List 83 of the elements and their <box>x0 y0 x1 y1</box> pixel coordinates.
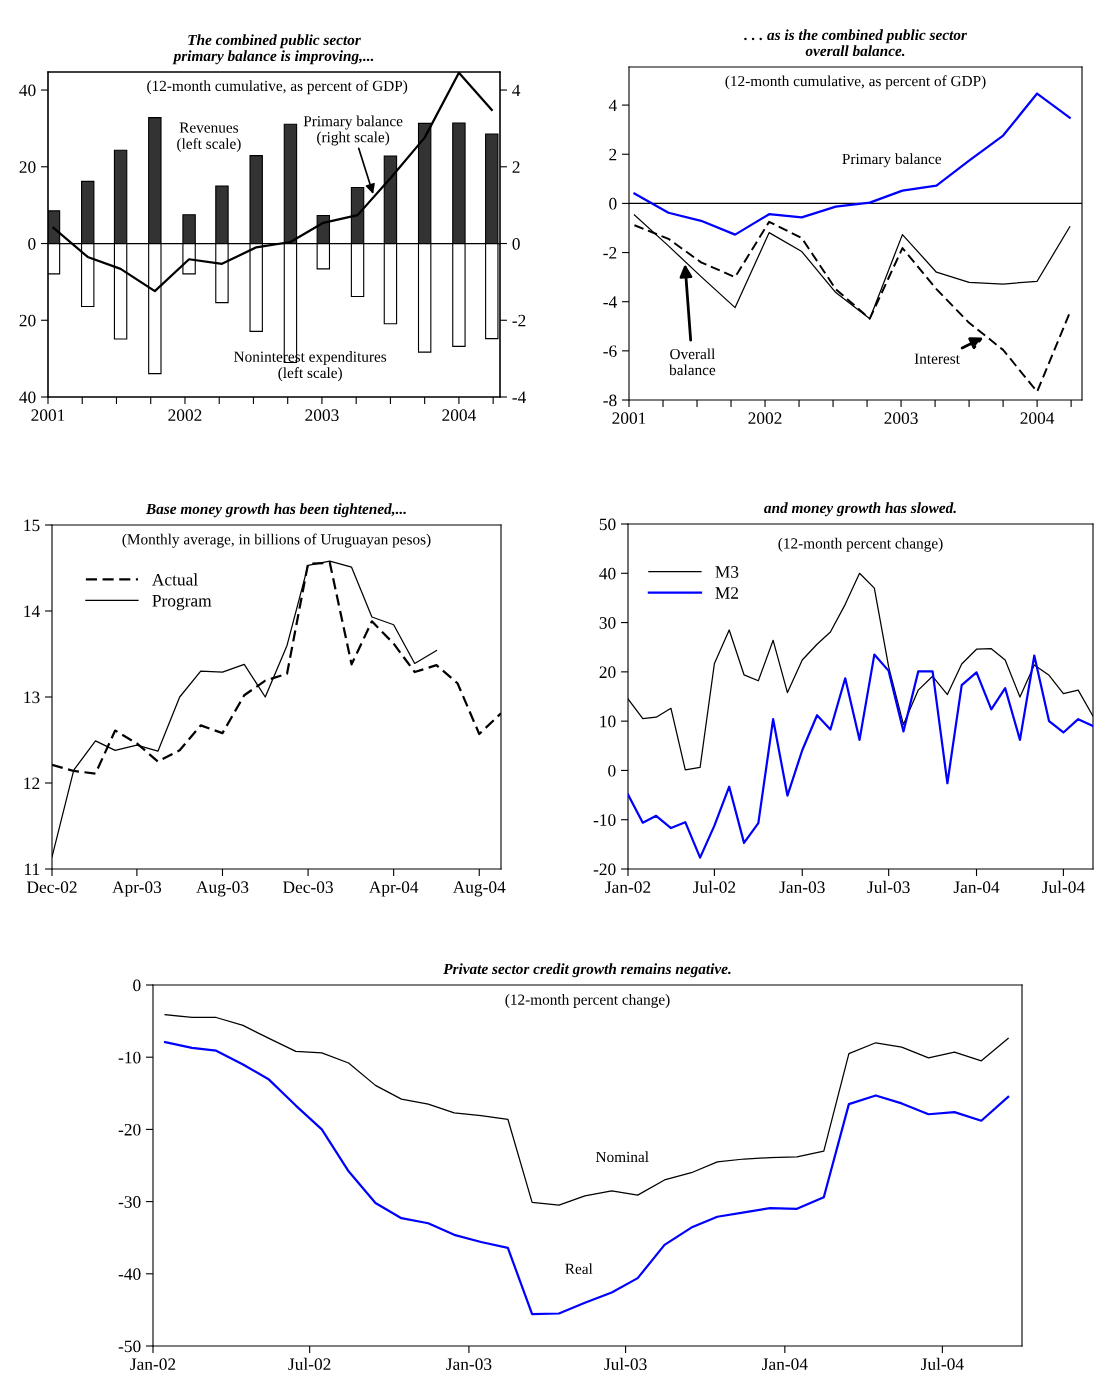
text: (Monthly average, in billions of Uruguayan pesos) <box>122 533 431 548</box>
x-tick-label: Jul-02 <box>288 1357 331 1371</box>
y-tick-label: 2 <box>609 148 617 161</box>
x-tick-label: 2001 <box>31 409 65 422</box>
x-tick-label: Jul-04 <box>921 1357 964 1371</box>
legend-label: M2 <box>715 587 739 599</box>
y-tick-label: 30 <box>599 617 616 629</box>
y-tick-label: -30 <box>118 1196 141 1208</box>
y2-tick-label: 2 <box>512 161 520 173</box>
y-tick-label: 20 <box>19 161 36 173</box>
text: Overall balance <box>669 348 716 376</box>
x-tick-label: Jan-04 <box>762 1358 808 1371</box>
y-tick-label: 40 <box>19 84 36 97</box>
x-tick-label: Jan-03 <box>779 881 825 894</box>
y-tick-label: 0 <box>133 979 141 992</box>
chart-title: and money growth has slowed. <box>764 502 956 517</box>
text: (12-month percent change) <box>778 537 943 552</box>
y2-tick-label: -2 <box>512 314 526 327</box>
y-tick-label: 15 <box>24 519 40 532</box>
x-tick-label: 2004 <box>442 409 476 422</box>
y-tick-label: -10 <box>118 1051 141 1064</box>
y-tick-label: -4 <box>603 296 617 308</box>
series-label: Real <box>565 1263 593 1275</box>
chart-title: The combined public sector primary balance is improving,... <box>172 34 374 65</box>
y-tick-label: -10 <box>593 814 616 826</box>
y2-tick-label: 4 <box>512 84 521 97</box>
y-tick-label: 13 <box>24 691 40 704</box>
y-tick-label: 20 <box>19 314 36 327</box>
series-label: Primary balance <box>842 153 942 168</box>
y-tick-label: -20 <box>593 863 616 876</box>
chart-title: Base money growth has been tightened,... <box>145 503 406 518</box>
y-tick-label: 40 <box>19 391 36 404</box>
x-tick-label: Dec-03 <box>283 881 333 894</box>
x-tick-label: Jan-03 <box>446 1358 492 1371</box>
x-tick-label: Jul-04 <box>1042 880 1085 894</box>
x-tick-label: Apr-03 <box>112 881 162 897</box>
x-tick-label: 2003 <box>884 412 918 425</box>
x-tick-label: Jul-03 <box>867 880 910 894</box>
series-label: Nominal <box>595 1151 649 1163</box>
x-tick-label: Jan-04 <box>953 881 1000 894</box>
legend-label: Actual <box>152 573 198 586</box>
x-tick-label: Aug-03 <box>196 881 249 897</box>
y-tick-label: -50 <box>118 1340 141 1353</box>
y2-tick-label: 0 <box>512 238 520 250</box>
x-tick-label: 2003 <box>305 409 339 422</box>
y-tick-label: 50 <box>599 518 616 531</box>
chart-title: . . . as is the combined public sector overall balance. <box>744 29 968 57</box>
legend-label: Interest <box>914 353 960 364</box>
y-tick-label: -40 <box>118 1268 141 1280</box>
y-tick-label: 40 <box>599 567 616 580</box>
y-tick-label: -8 <box>603 394 617 407</box>
text: (12-month percent change) <box>505 994 670 1008</box>
y-tick-label: 4 <box>608 99 617 112</box>
y-tick-label: 0 <box>608 764 616 777</box>
y-tick-label: -20 <box>118 1123 141 1136</box>
x-tick-label: Apr-04 <box>368 881 419 897</box>
x-tick-label: 2002 <box>748 412 782 425</box>
x-tick-label: Aug-04 <box>452 881 506 897</box>
y-tick-label: 0 <box>609 197 617 210</box>
y-tick-label: -6 <box>603 345 617 358</box>
x-tick-label: Jan-02 <box>130 1358 176 1371</box>
y-tick-label: 20 <box>599 666 616 679</box>
x-tick-label: Dec-02 <box>26 881 77 894</box>
x-tick-label: 2001 <box>612 412 646 425</box>
x-tick-label: Jul-03 <box>604 1357 647 1371</box>
x-tick-label: Jan-02 <box>605 881 651 894</box>
annotation: Primary balance (right scale) <box>303 115 403 146</box>
y-tick-label: 11 <box>25 863 40 876</box>
y2-tick-label: -4 <box>512 391 526 404</box>
x-tick-label: 2002 <box>168 409 202 422</box>
chart-title: Private sector credit growth remains negative. <box>443 963 731 978</box>
y-tick-label: 14 <box>24 605 40 618</box>
y-tick-label: 12 <box>24 777 40 790</box>
y-tick-label: 0 <box>28 238 36 250</box>
y-tick-label: -2 <box>603 247 617 259</box>
legend-label: M3 <box>715 566 739 578</box>
legend-label: Program <box>152 595 212 611</box>
x-tick-label: 2004 <box>1020 412 1055 425</box>
y-tick-label: 10 <box>600 715 616 728</box>
chart-subtitle: (12-month cumulative, as percent of GDP) <box>147 80 408 95</box>
annotation: Revenues (left scale) <box>177 122 241 153</box>
x-tick-label: Jul-02 <box>693 880 736 894</box>
text: (12-month cumulative, as percent of GDP) <box>725 75 986 90</box>
